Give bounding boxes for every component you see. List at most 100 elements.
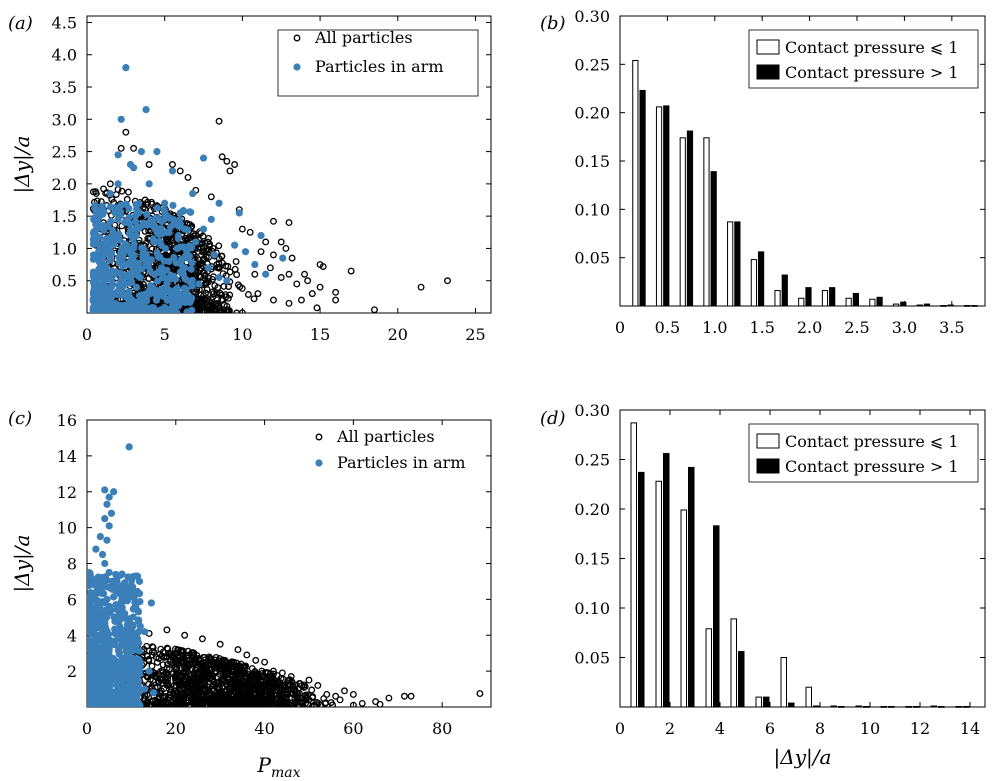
- data-point-all: [217, 693, 224, 701]
- bar-high-pressure: [863, 706, 870, 708]
- data-point-all: [143, 700, 151, 707]
- bar-high-pressure: [829, 287, 836, 307]
- bar-high-pressure: [947, 304, 954, 307]
- data-point-arm: [157, 286, 166, 295]
- data-point-all: [222, 262, 230, 270]
- bar-low-pressure: [755, 696, 762, 708]
- data-point-all: [178, 664, 186, 672]
- legend-label-arm: Particles in arm: [337, 453, 466, 472]
- data-point-arm: [135, 589, 143, 598]
- data-point-all: [261, 658, 269, 666]
- x-tick-label: 0: [615, 719, 625, 738]
- data-point-all: [159, 648, 167, 656]
- bar-low-pressure: [930, 705, 937, 708]
- data-point-arm: [112, 601, 120, 609]
- data-point-all: [211, 300, 219, 308]
- x-tick-label: 25: [465, 325, 485, 344]
- bar-low-pressure: [655, 106, 663, 307]
- data-point-arm: [135, 616, 143, 624]
- data-point-arm: [149, 689, 158, 697]
- data-point-all: [272, 677, 280, 685]
- x-tick-label: 8: [815, 719, 825, 738]
- data-point-arm: [96, 574, 104, 582]
- data-point-arm: [135, 647, 143, 655]
- data-point-all: [164, 675, 172, 683]
- data-point-arm: [100, 671, 108, 679]
- data-point-all: [165, 650, 173, 658]
- data-point-all: [100, 185, 107, 193]
- bar-low-pressure: [905, 706, 912, 708]
- data-point-arm: [122, 646, 130, 654]
- data-point-arm: [123, 640, 131, 648]
- bar-high-pressure: [638, 471, 645, 708]
- data-point-all: [319, 263, 327, 270]
- data-point-all: [246, 228, 254, 236]
- data-point-all: [178, 673, 186, 681]
- data-point-all: [251, 270, 259, 278]
- data-point-arm: [127, 656, 135, 664]
- data-point-arm: [102, 633, 110, 641]
- data-point-all: [152, 653, 160, 661]
- data-point-all: [270, 667, 277, 675]
- plot-frame: [86, 15, 492, 314]
- data-point-all: [166, 658, 174, 665]
- data-point-arm: [149, 235, 157, 243]
- y-tick-label: 0.15: [574, 550, 610, 569]
- data-point-all: [277, 274, 285, 281]
- data-point-arm: [167, 272, 175, 280]
- data-point-all: [244, 291, 252, 298]
- data-point-arm: [111, 656, 119, 664]
- data-point-arm: [89, 240, 97, 248]
- data-point-all: [184, 173, 192, 181]
- data-point-arm: [96, 609, 104, 617]
- data-point-arm: [145, 667, 153, 675]
- data-point-all: [197, 295, 205, 303]
- data-point-all: [205, 297, 213, 305]
- data-point-all: [226, 697, 234, 705]
- data-point-arm: [117, 597, 126, 606]
- data-point-arm: [129, 236, 137, 244]
- data-point-arm: [152, 290, 160, 299]
- bar-low-pressure: [703, 137, 710, 307]
- data-point-all: [285, 299, 293, 307]
- y-axis-label: |Δy|/a: [10, 535, 35, 593]
- data-point-arm: [87, 675, 93, 683]
- bar-low-pressure: [730, 618, 737, 708]
- data-point-arm: [187, 265, 195, 273]
- data-point-all: [287, 673, 295, 680]
- data-point-arm: [104, 583, 113, 591]
- data-point-all: [246, 683, 254, 691]
- legend-label-low: Contact pressure ⩽ 1: [785, 432, 959, 451]
- y-tick-label: 0.5: [52, 272, 77, 291]
- legend-box: [748, 423, 979, 483]
- data-point-arm: [101, 559, 109, 568]
- data-point-all: [251, 691, 259, 699]
- data-point-all: [148, 200, 156, 208]
- x-tick-label: 0: [82, 325, 92, 344]
- data-point-all: [215, 117, 223, 125]
- data-point-arm: [153, 204, 161, 212]
- data-point-arm: [124, 260, 132, 268]
- x-tick-label: 40: [254, 719, 274, 738]
- data-point-all: [196, 695, 204, 703]
- y-axis-label: |Δy|/a: [10, 136, 35, 194]
- data-point-arm: [92, 208, 100, 216]
- data-point-arm: [138, 244, 146, 252]
- data-point-arm: [96, 532, 104, 541]
- bar-high-pressure: [686, 130, 694, 307]
- data-point-arm: [161, 199, 169, 207]
- bar-low-pressure: [892, 303, 900, 307]
- data-point-all: [190, 699, 198, 707]
- bar-low-pressure: [880, 706, 887, 708]
- data-point-all: [224, 675, 232, 683]
- data-point-arm: [118, 570, 126, 578]
- data-point-arm: [122, 309, 130, 313]
- data-point-arm: [89, 272, 98, 281]
- data-point-all: [349, 701, 357, 707]
- data-point-all: [204, 683, 212, 691]
- data-point-arm: [189, 189, 197, 198]
- data-point-arm: [176, 209, 184, 217]
- data-point-all: [169, 161, 176, 168]
- data-point-arm: [115, 236, 123, 244]
